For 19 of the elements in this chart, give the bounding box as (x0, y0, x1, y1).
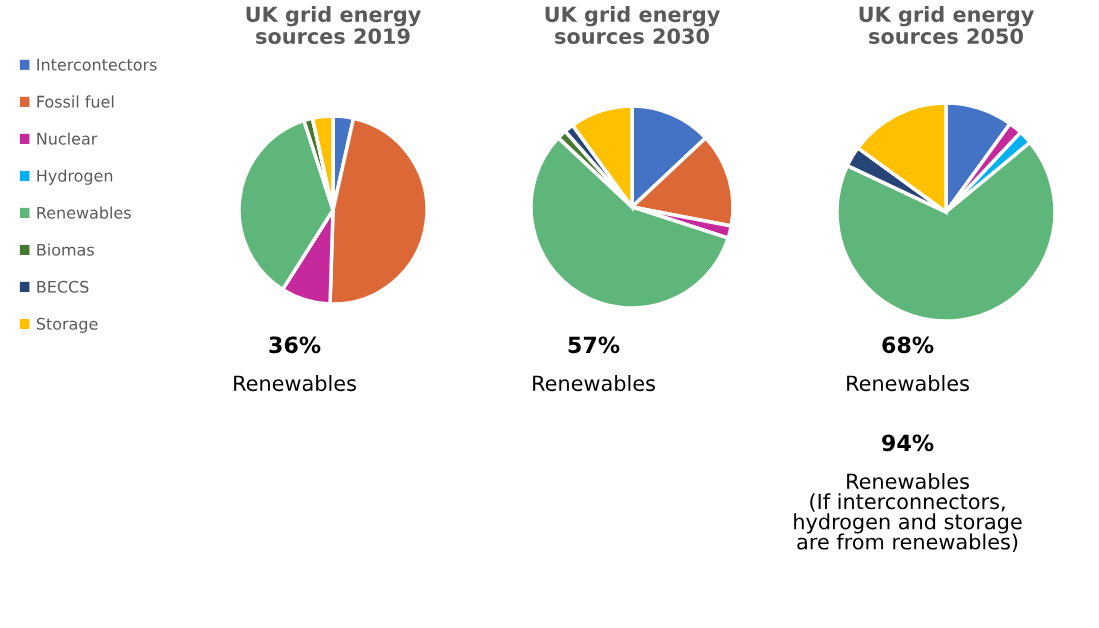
legend-label: Hydrogen (37, 169, 113, 185)
legend-label: Renewables (37, 206, 131, 219)
text: Renewables (847, 375, 969, 392)
text: 94% (882, 434, 934, 452)
legend-label: Intercontectors (37, 58, 157, 71)
text: Renewables (If interconnectors, hydrogen and storage are from renewables) (794, 473, 1022, 553)
text: Renewables (533, 375, 655, 392)
text: 68% (882, 336, 934, 354)
legend-label: BECCS (37, 280, 89, 293)
chart-title: UK grid energy sources 2030 (545, 6, 720, 45)
chart-title: UK grid energy sources 2019 (246, 6, 421, 45)
text: 36% (269, 336, 321, 354)
legend-label: Biomas (37, 243, 94, 256)
legend-label: Fossil fuel (37, 95, 114, 108)
text: 57% (568, 336, 620, 354)
legend-label: Nuclear (37, 132, 98, 145)
chart-title: UK grid energy sources 2050 (859, 6, 1034, 45)
text: Renewables (234, 375, 356, 392)
legend-label: Storage (36, 317, 98, 333)
